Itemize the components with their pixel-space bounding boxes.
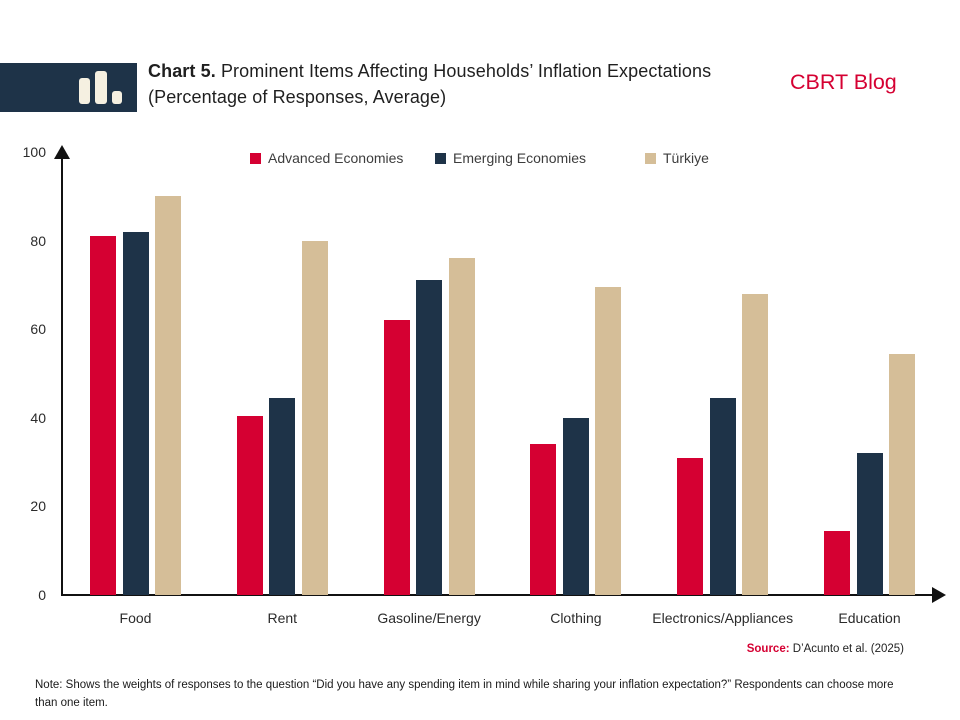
logo-bar bbox=[95, 71, 107, 104]
legend-swatch bbox=[435, 153, 446, 164]
chart-number: Chart 5. bbox=[148, 61, 216, 81]
bar bbox=[301, 240, 328, 595]
bar bbox=[416, 280, 443, 595]
note-text: Note: Shows the weights of responses to … bbox=[35, 679, 894, 710]
bar bbox=[824, 530, 850, 595]
bar bbox=[562, 417, 589, 595]
category-label: Electronics/Appliances bbox=[652, 610, 794, 626]
category-label: Rent bbox=[267, 610, 298, 626]
y-tick-label: 100 bbox=[22, 144, 46, 160]
y-tick-label: 40 bbox=[30, 409, 46, 426]
legend-label: Emerging Economies bbox=[453, 150, 587, 166]
category-label: Food bbox=[119, 610, 152, 626]
bar bbox=[155, 196, 181, 595]
bar bbox=[236, 415, 263, 595]
y-tick-label: 0 bbox=[38, 587, 46, 603]
bar-chart-icon bbox=[77, 63, 127, 112]
chart-title-text: Prominent Items Affecting Households’ In… bbox=[148, 61, 712, 107]
legend-item-emerging-economies: Emerging Economies bbox=[435, 150, 586, 166]
logo-bar bbox=[112, 91, 122, 104]
bar bbox=[595, 287, 622, 595]
y-tick-label: 80 bbox=[30, 232, 46, 249]
category-label: Gasoline/Energy bbox=[377, 610, 481, 626]
category-label: Clothing bbox=[550, 610, 602, 626]
logo-bar bbox=[79, 78, 90, 104]
legend-item-advanced-economies: Advanced Economies bbox=[250, 150, 403, 166]
y-axis bbox=[61, 157, 63, 596]
legend-swatch bbox=[645, 153, 656, 164]
x-axis bbox=[61, 594, 935, 596]
brand-label: CBRT Blog bbox=[790, 70, 897, 94]
y-axis-arrow-icon bbox=[54, 145, 70, 159]
bar bbox=[889, 353, 915, 595]
bar bbox=[90, 236, 116, 595]
y-tick-label: 60 bbox=[30, 321, 46, 338]
source-label: Source: bbox=[746, 643, 790, 655]
source-text: D’Acunto et al. (2025) bbox=[792, 643, 904, 655]
x-axis-arrow-icon bbox=[932, 587, 946, 603]
logo-box bbox=[0, 63, 137, 112]
source-line: Source: D’Acunto et al. (2025) bbox=[747, 643, 904, 655]
bar bbox=[383, 320, 410, 595]
page-title: Chart 5. Prominent Items Affecting House… bbox=[148, 58, 733, 110]
bar bbox=[742, 293, 769, 595]
category-label: Education bbox=[838, 610, 901, 626]
bar bbox=[269, 397, 296, 595]
legend-item-turkiye: Türkiye bbox=[645, 150, 709, 166]
y-tick-label: 20 bbox=[30, 498, 46, 515]
bar bbox=[530, 444, 557, 595]
legend-swatch bbox=[250, 153, 261, 164]
bar bbox=[122, 231, 149, 595]
bar bbox=[448, 258, 475, 595]
legend-label: Türkiye bbox=[663, 150, 709, 166]
bar bbox=[709, 397, 736, 595]
legend-label: Advanced Economies bbox=[268, 150, 404, 166]
bar bbox=[856, 453, 883, 595]
bar bbox=[677, 457, 704, 595]
